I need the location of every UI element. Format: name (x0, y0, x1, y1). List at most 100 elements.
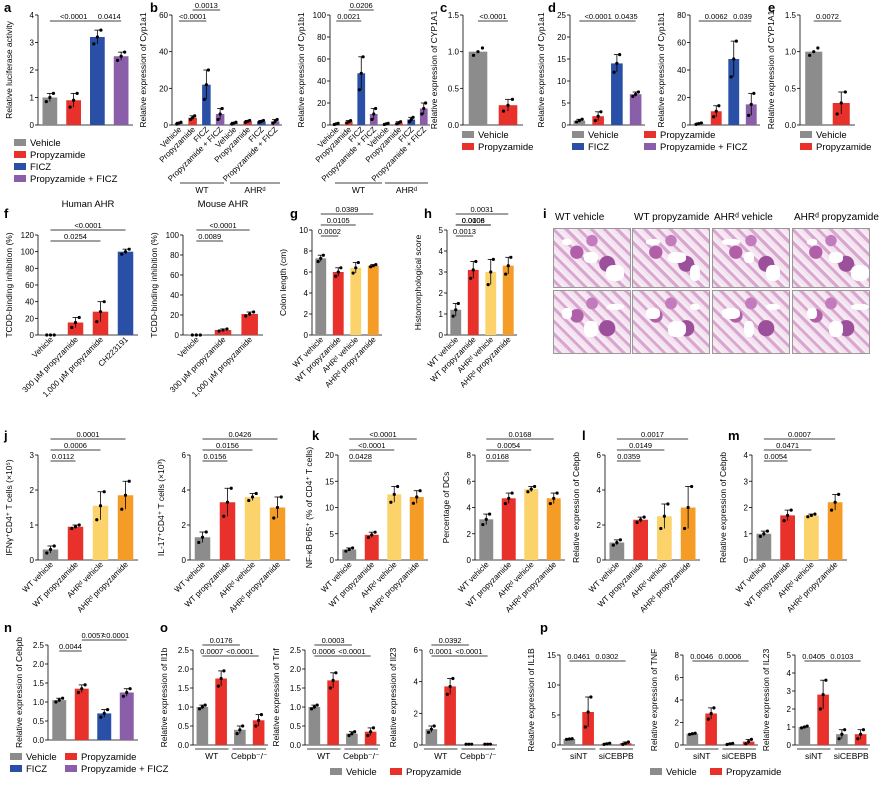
data-point (731, 741, 735, 745)
data-point (102, 490, 106, 494)
y-tick-label: 120 (21, 231, 35, 240)
legend-label: Propyzamide + FICZ (30, 174, 118, 185)
y-tick-label: 4 (744, 451, 749, 460)
data-point (347, 547, 351, 552)
data-point (564, 737, 569, 741)
data-point (744, 742, 748, 746)
legend-label: Propyzamide (660, 130, 715, 141)
data-point (371, 264, 375, 268)
data-point (52, 544, 56, 548)
data-point (206, 68, 211, 72)
data-point (618, 538, 623, 542)
bar (804, 515, 819, 560)
y-tick-label: 1.0 (33, 698, 45, 707)
bar (502, 265, 514, 335)
data-point (659, 526, 663, 531)
data-point (244, 314, 248, 318)
y-tick-label: 100 (21, 248, 35, 257)
data-point (476, 50, 480, 54)
y-axis-label: Relative expression of Cebpb (14, 637, 24, 748)
data-point (510, 491, 514, 495)
y-axis-label: Relative luciferase activity (4, 20, 14, 119)
y-tick-label: 0.5 (785, 84, 797, 93)
data-point (77, 523, 81, 527)
legend-label: FICZ (30, 162, 51, 173)
chart-o1: 0.0 0.5 1.0 1.5 2.0 2.5 Relative expression of… (159, 636, 268, 750)
legend-swatch (14, 163, 26, 170)
p-value: 0.0062 (705, 12, 728, 21)
p-value: <0.0001 (338, 647, 365, 656)
y-tick-label: 2 (744, 504, 749, 513)
bar (215, 678, 227, 745)
bar (817, 694, 829, 745)
data-point (234, 120, 238, 124)
data-point (221, 328, 225, 332)
data-point (509, 255, 513, 259)
p-value: 0.0003 (322, 636, 345, 645)
data-point (76, 690, 81, 695)
p-value: 0.0006 (462, 216, 485, 225)
data-point (712, 115, 716, 119)
data-point (350, 546, 355, 550)
histology-image (792, 228, 870, 288)
y-axis-label: IFNγ⁺CD4⁺ T cells (×10⁵) (4, 459, 14, 556)
p-value: 0.0017 (641, 430, 664, 439)
bar (409, 497, 424, 560)
data-point (250, 495, 255, 499)
data-point (349, 119, 353, 123)
data-point (686, 505, 690, 510)
bar (241, 314, 258, 335)
p-value: 0.0461 (567, 652, 590, 661)
chart-title: Mouse AHR (198, 199, 249, 210)
data-point (219, 676, 223, 681)
panel-label-l: l (582, 428, 586, 443)
legend-label: Propyzamide (30, 150, 85, 161)
data-point (202, 97, 206, 101)
y-tick-label: 0 (182, 556, 187, 565)
data-point (843, 90, 847, 94)
data-point (489, 270, 493, 274)
data-point (506, 103, 510, 107)
y-tick-label: 60 (317, 55, 326, 64)
data-point (261, 118, 266, 123)
data-point (372, 112, 376, 116)
histology-zoom-image (792, 290, 870, 354)
y-tick-label: 3 (787, 687, 792, 696)
data-point (856, 737, 860, 741)
y-tick-label: 10 (547, 681, 556, 690)
y-tick-label: 2.0 (290, 665, 302, 674)
data-point (415, 495, 419, 499)
data-point (429, 727, 433, 731)
data-point (357, 88, 361, 92)
data-point (642, 515, 646, 519)
y-axis-label: Relative expression of Cyp1b1 (656, 12, 666, 128)
p-value: 0.0428 (349, 452, 372, 461)
data-point (424, 101, 428, 105)
data-point (532, 484, 537, 489)
p-value: 0.0156 (216, 441, 239, 450)
p-value: <0.0001 (102, 631, 129, 640)
bar (67, 526, 84, 560)
bar (117, 495, 134, 560)
data-point (98, 310, 103, 314)
data-point (272, 516, 276, 520)
data-point (813, 512, 817, 516)
data-point (567, 737, 571, 741)
p-value: <0.0001 (74, 221, 101, 230)
data-point (235, 732, 239, 736)
data-point (840, 732, 844, 736)
bar (609, 542, 625, 560)
y-tick-label: 6 (597, 451, 602, 460)
data-point (682, 526, 687, 531)
histology-zoom-image (632, 290, 710, 354)
data-point (697, 122, 701, 126)
data-point (451, 676, 455, 681)
bar (680, 507, 696, 560)
data-point (60, 696, 65, 700)
y-axis-label: Relative expression of TNF (649, 649, 659, 751)
data-point (510, 97, 515, 101)
chart-p3: 0 1 2 3 4 5 Relative expression of IL23 0.0405 0… (761, 648, 870, 751)
data-point (200, 535, 205, 539)
y-tick-label: 0 (597, 556, 602, 565)
y-tick-label: 5 (330, 530, 335, 539)
